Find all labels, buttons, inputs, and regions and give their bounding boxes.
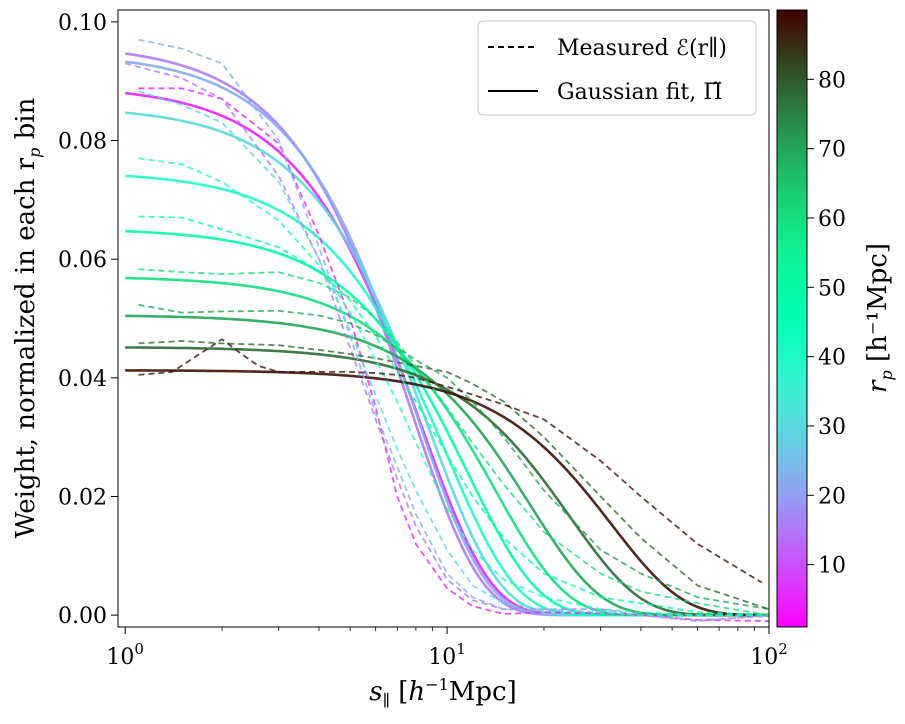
measured-curve-rp-40	[138, 157, 769, 616]
fit-curve-rp-70	[125, 314, 769, 617]
plot-frame	[117, 9, 770, 628]
x-tick-label: 100	[106, 640, 144, 670]
colorbar-tick-label: 80	[818, 68, 846, 93]
y-tick-label: 0.02	[58, 485, 107, 510]
colorbar-tick-label: 20	[818, 484, 846, 509]
colorbar: 10 20 30 40 50 60 70 80 rp [h⁻¹Mpc]	[776, 9, 896, 628]
colorbar-ticks: 10 20 30 40 50 60 70 80	[807, 68, 846, 579]
fit-curve-rp-78	[125, 346, 769, 617]
measured-curve-rp-15	[124, 62, 769, 623]
y-tick-label: 0.04	[58, 367, 107, 392]
legend-label-fit: Gaussian fit, Π̃	[557, 80, 722, 105]
legend: Measured ℰ(r∥) Gaussian fit, Π̃	[477, 20, 757, 116]
y-tick-label: 0.06	[58, 248, 107, 273]
legend-box	[477, 20, 757, 116]
fit-curve-rp-15	[125, 52, 769, 617]
fit-curve-rp-50	[125, 229, 769, 617]
colorbar-tick-label: 70	[818, 138, 846, 163]
y-tick-label: 0.08	[58, 130, 107, 155]
measured-curve-rp-88	[138, 338, 763, 584]
colorbar-tick-label: 50	[818, 276, 846, 301]
measured-curve-rp-70	[138, 304, 769, 611]
y-axis: 0.00 0.02 0.04 0.06 0.08 0.10	[58, 11, 118, 629]
y-tick-label: 0.00	[58, 604, 107, 629]
colorbar-tick-label: 60	[818, 207, 846, 232]
legend-label-measured: Measured ℰ(r∥)	[557, 36, 727, 61]
y-tick-label: 0.10	[58, 11, 107, 36]
x-axis: 100 101 102	[106, 627, 788, 670]
colorbar-scale	[776, 9, 808, 628]
x-tick-label: 101	[428, 640, 466, 670]
x-axis-label: s∥ [h−1Mpc]	[369, 675, 516, 710]
colorbar-label: rp [h⁻¹Mpc]	[863, 243, 896, 393]
measured-curve-rp-5	[138, 87, 769, 622]
y-axis-label: Weight, normalized in each rp bin	[11, 97, 44, 538]
colorbar-tick-label: 10	[818, 554, 846, 579]
colorbar-tick-label: 40	[818, 346, 846, 371]
measured-curve-rp-22	[138, 38, 769, 621]
measured-curve-rp-78	[138, 340, 769, 611]
fit-curve-rp-22	[125, 60, 769, 617]
fit-curve-rp-60	[125, 276, 769, 617]
fit-curve-rp-5	[125, 91, 769, 617]
colorbar-tick-label: 30	[818, 415, 846, 440]
x-tick-label: 102	[750, 640, 788, 670]
measured-curve-rp-50	[138, 215, 769, 616]
measured-curve-rp-30	[138, 90, 769, 616]
measured-curve-rp-60	[138, 268, 769, 616]
series-layer	[124, 38, 769, 623]
